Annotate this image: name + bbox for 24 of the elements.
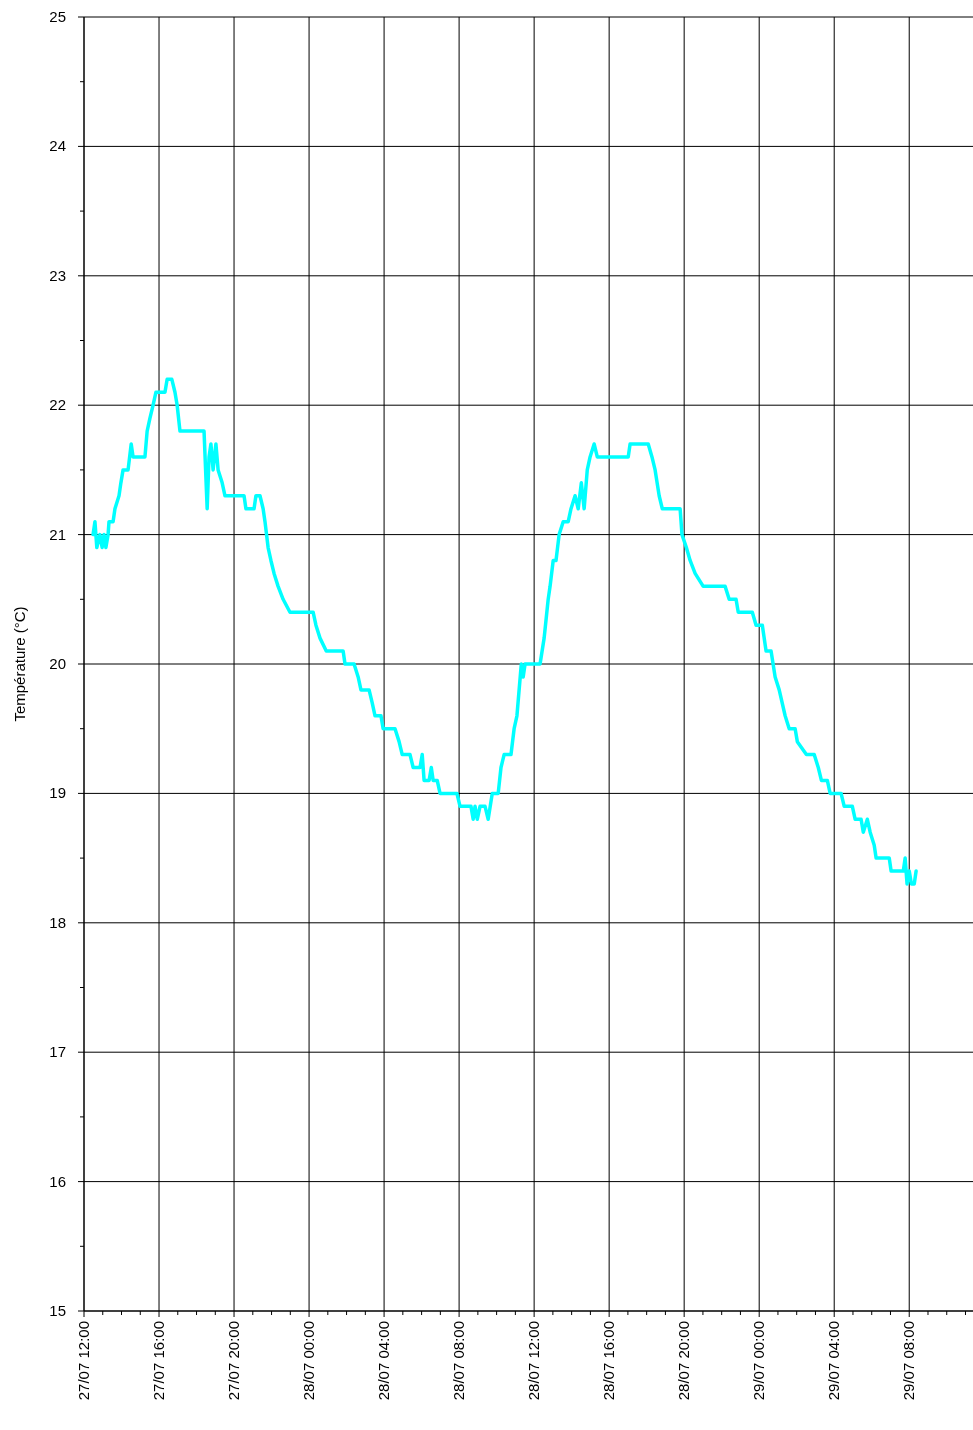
x-tick-label: 29/07 00:00 (750, 1321, 768, 1401)
x-tick-label: 27/07 20:00 (225, 1321, 243, 1401)
x-tick-label: 28/07 00:00 (300, 1321, 318, 1401)
y-tick-label: 17 (49, 1043, 66, 1061)
y-tick-label: 15 (49, 1302, 66, 1319)
y-tick-label: 23 (49, 266, 66, 284)
y-tick-label: 25 (49, 8, 66, 25)
y-tick-label: 19 (49, 784, 66, 802)
y-tick-label: 21 (49, 525, 66, 543)
y-tick-label: 22 (49, 396, 66, 414)
x-tick-label: 28/07 12:00 (525, 1321, 543, 1401)
x-tick-label: 28/07 08:00 (450, 1321, 468, 1401)
x-tick-label: 27/07 16:00 (150, 1321, 168, 1401)
y-axis-title: Température (°C) (11, 606, 28, 722)
x-tick-label: 29/07 04:00 (825, 1321, 843, 1401)
x-tick-label: 29/07 08:00 (900, 1321, 918, 1401)
y-tick-label: 18 (49, 913, 66, 931)
x-tick-label: 28/07 20:00 (675, 1321, 693, 1401)
y-tick-label: 24 (49, 137, 66, 155)
x-tick-label: 28/07 16:00 (600, 1321, 618, 1401)
x-tick-label: 27/07 12:00 (75, 1321, 92, 1401)
x-tick-label: 28/07 04:00 (375, 1321, 393, 1401)
y-tick-label: 16 (49, 1172, 66, 1190)
y-tick-label: 20 (49, 655, 66, 672)
